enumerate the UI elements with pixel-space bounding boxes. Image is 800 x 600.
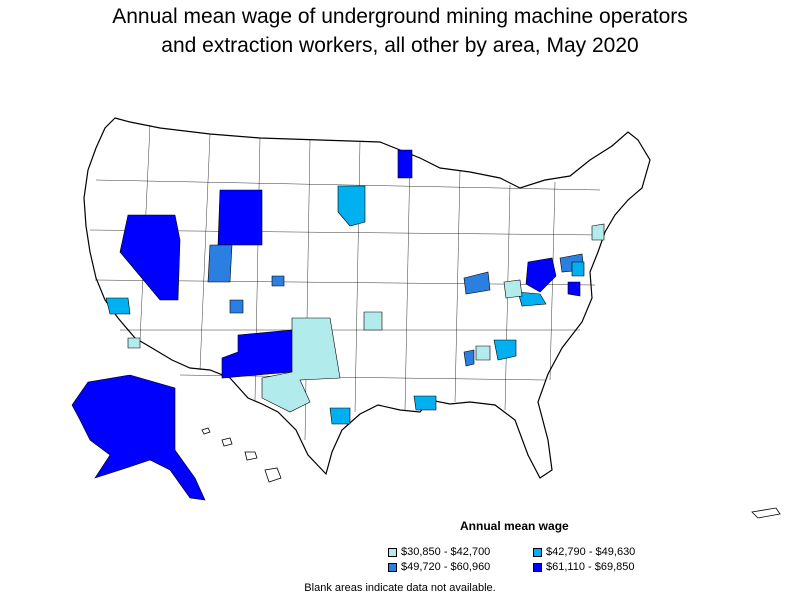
legend-label-3: $49,720 - $60,960 <box>401 561 491 573</box>
puerto-rico <box>751 507 781 519</box>
legend-swatch-2 <box>533 547 542 557</box>
area-kentucky-east <box>517 291 547 307</box>
area-tennessee-central <box>475 345 491 361</box>
legend-swatch-1 <box>388 547 397 557</box>
area-alabama-north <box>463 349 475 367</box>
area-colorado-west <box>271 275 285 287</box>
area-arizona-north <box>229 299 244 314</box>
area-oklahoma-east <box>363 311 383 331</box>
legend-item-2: $42,790 - $49,630 <box>533 545 635 559</box>
legend-label-4: $61,110 - $69,850 <box>546 561 635 573</box>
legend-swatch-4 <box>533 562 542 572</box>
area-nevada <box>119 214 181 301</box>
legend-label-1: $30,850 - $42,700 <box>401 546 491 558</box>
legend-item-3: $49,720 - $60,960 <box>388 560 490 574</box>
area-wyoming <box>217 189 263 246</box>
area-alaska <box>71 374 206 501</box>
map-title-line-1: Annual mean wage of underground mining m… <box>112 5 688 28</box>
area-texas-west <box>261 317 341 413</box>
area-virginia-east <box>567 281 581 297</box>
area-kentucky-west <box>463 271 491 295</box>
area-california-central <box>105 297 131 315</box>
legend-label-2: $42,790 - $49,630 <box>546 546 636 558</box>
area-kentucky-central <box>503 279 523 299</box>
area-louisiana <box>413 395 437 411</box>
legend-item-1: $30,850 - $42,700 <box>388 545 490 559</box>
footnote: Blank areas indicate data not available. <box>304 582 496 594</box>
hawaii-islands <box>201 427 282 483</box>
area-texas-central <box>329 407 351 425</box>
area-south-dakota-west <box>337 185 366 227</box>
legend-swatch-3 <box>388 562 397 572</box>
legend-title: Annual mean wage <box>460 519 569 533</box>
area-maryland <box>571 261 585 277</box>
legend-item-4: $61,110 - $69,850 <box>533 560 634 574</box>
map-title: Annual mean wage of underground mining m… <box>0 2 800 60</box>
area-utah-central <box>207 244 233 283</box>
area-tennessee-east <box>493 339 517 361</box>
map-title-line-2: and extraction workers, all other by are… <box>161 34 639 57</box>
area-california-south <box>127 337 141 349</box>
area-minnesota-north <box>397 149 413 179</box>
area-new-jersey <box>591 223 605 241</box>
wage-areas <box>71 149 605 501</box>
area-west-virginia <box>525 257 557 293</box>
